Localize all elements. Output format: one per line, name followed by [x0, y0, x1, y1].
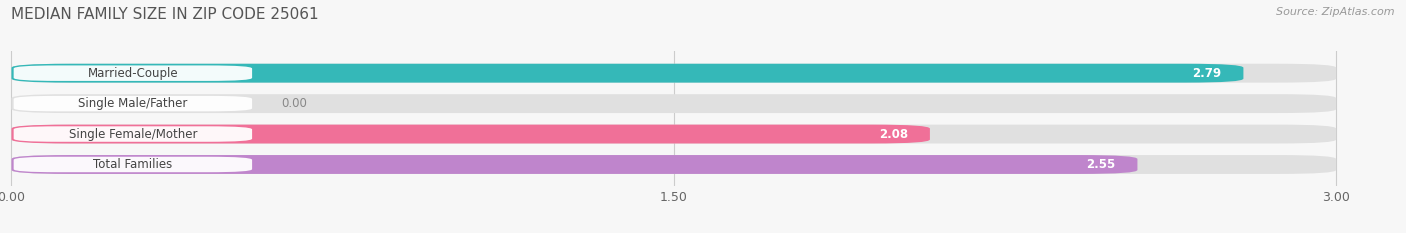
FancyBboxPatch shape — [14, 157, 252, 172]
FancyBboxPatch shape — [11, 64, 1243, 83]
FancyBboxPatch shape — [14, 65, 252, 81]
FancyBboxPatch shape — [11, 64, 1336, 83]
FancyBboxPatch shape — [11, 125, 929, 144]
Text: Source: ZipAtlas.com: Source: ZipAtlas.com — [1277, 7, 1395, 17]
FancyBboxPatch shape — [11, 94, 1336, 113]
Text: MEDIAN FAMILY SIZE IN ZIP CODE 25061: MEDIAN FAMILY SIZE IN ZIP CODE 25061 — [11, 7, 319, 22]
Text: 2.55: 2.55 — [1085, 158, 1115, 171]
FancyBboxPatch shape — [11, 125, 1336, 144]
Text: Total Families: Total Families — [93, 158, 173, 171]
Text: 2.08: 2.08 — [879, 127, 908, 140]
Text: Married-Couple: Married-Couple — [87, 67, 179, 80]
FancyBboxPatch shape — [11, 155, 1336, 174]
Text: Single Female/Mother: Single Female/Mother — [69, 127, 197, 140]
FancyBboxPatch shape — [14, 96, 252, 111]
Text: 2.79: 2.79 — [1192, 67, 1222, 80]
Text: Single Male/Father: Single Male/Father — [79, 97, 187, 110]
FancyBboxPatch shape — [14, 126, 252, 142]
Text: 0.00: 0.00 — [281, 97, 307, 110]
FancyBboxPatch shape — [11, 155, 1137, 174]
